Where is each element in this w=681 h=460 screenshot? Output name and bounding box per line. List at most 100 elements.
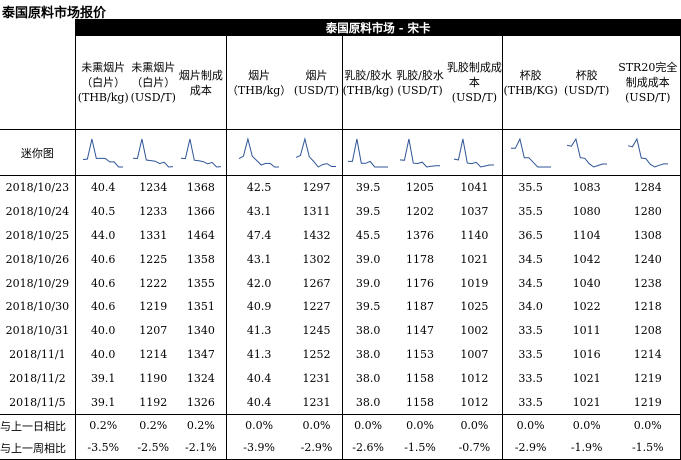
sparkline-line	[348, 138, 389, 167]
cell-value: 1245	[302, 324, 331, 338]
column-header: 乳胶/胶水(USD/T)	[396, 68, 444, 97]
table-row: 2018/10/30 40.6 1219 1351 40.9 1227 39.5 1187 10…	[0, 294, 681, 319]
sparkline-cell	[502, 129, 558, 176]
sparkline	[510, 137, 551, 167]
cell-value: 39.0	[341, 271, 394, 295]
cell-value: 1214	[615, 342, 681, 367]
cell-value: 1340	[186, 324, 215, 338]
cell-value: 33.5	[502, 390, 558, 415]
row-date: 2018/10/29	[0, 271, 76, 295]
cell-value: 44.0	[74, 223, 131, 248]
cell-value: 39.1	[74, 366, 131, 391]
column-header: 杯胶(THB/KG)	[502, 36, 558, 130]
cell-value: 1284	[615, 175, 681, 200]
cell-value: 39.5	[341, 294, 394, 319]
change-row: 与上一周相比 -3.5% -2.5% -2.1% -3.9% -2.9% -2.6% -1.5…	[0, 436, 681, 460]
table-row: 2018/10/26 40.6 1225 1358 43.1 1302 39.0 1178 10…	[0, 247, 681, 272]
sparkline-line	[454, 138, 495, 168]
cell-value: 1021	[460, 252, 489, 266]
sparkline-line	[133, 138, 174, 168]
column-header: 未熏烟片（白片）(USD/T)	[130, 61, 176, 104]
cell-value: 33.5	[502, 366, 558, 391]
change-value: 0.2%	[74, 413, 131, 437]
sparkline-cell	[225, 129, 292, 176]
cell-value: 1025	[460, 300, 489, 314]
sparkline	[348, 138, 389, 167]
cell-value: 1083	[572, 181, 601, 195]
row-date: 2018/11/1	[0, 342, 76, 367]
cell-value: 1021	[572, 371, 601, 385]
change-row: 与上一日相比 0.2% 0.2% 0.2% 0.0% 0.0% 0.0% 0.0% 0.0% 0.…	[0, 413, 681, 437]
cell-value: 39.5	[341, 175, 394, 200]
row-date: 2018/10/23	[0, 175, 76, 200]
cell-value: 34.5	[502, 247, 558, 272]
row-date: 2018/10/30	[0, 294, 76, 319]
table-row: 2018/10/29 40.6 1222 1355 42.0 1267 39.0 1176 10…	[0, 271, 681, 295]
sparkline-cell	[393, 129, 447, 176]
cell-value: 40.9	[225, 294, 292, 319]
row-date: 2018/10/31	[0, 318, 76, 343]
sparkline	[296, 136, 337, 168]
sparkline	[180, 138, 221, 168]
row-date: 2018/10/26	[0, 247, 76, 272]
cell-value: 1214	[139, 347, 168, 361]
cell-value: 1351	[186, 300, 215, 314]
sparkline-cell	[615, 129, 681, 176]
cell-value: 42.5	[225, 175, 292, 200]
cell-value: 1037	[460, 205, 489, 219]
cell-value: 41.3	[225, 318, 292, 343]
cell-value: 36.5	[502, 223, 558, 248]
cell-value: 34.5	[502, 271, 558, 295]
cell-value: 40.4	[74, 175, 131, 200]
cell-value: 1347	[186, 347, 215, 361]
table-row: 2018/11/5 39.1 1192 1326 40.4 1231 38.0 1158 101…	[0, 390, 681, 415]
cell-value: 43.1	[225, 199, 292, 224]
sparkline	[399, 138, 441, 168]
cell-value: 1019	[460, 276, 489, 290]
cell-value: 1355	[186, 276, 215, 290]
cell-value: 1080	[572, 205, 601, 219]
page-title: 泰国原料市场报价	[2, 6, 107, 21]
cell-value: 1207	[139, 324, 168, 338]
cell-value: 1240	[615, 247, 681, 272]
sparkline-line	[627, 137, 668, 168]
column-header: 未熏烟片（白片）(THB/kg)	[74, 36, 131, 130]
cell-value: 1192	[139, 395, 168, 409]
change-label: 与上一周相比	[0, 436, 76, 460]
column-header: 烟片（THB/kg）	[225, 36, 292, 130]
cell-value: 1358	[186, 252, 215, 266]
cell-value: 47.4	[225, 223, 292, 248]
cell-value: 1158	[406, 395, 435, 409]
cell-value: 40.4	[225, 366, 292, 391]
sparkline	[238, 136, 280, 167]
cell-value: 1190	[139, 371, 168, 385]
corner-cell	[0, 19, 76, 36]
change-label: 与上一日相比	[0, 413, 76, 437]
cell-value: 1225	[139, 252, 168, 266]
cell-value: 1233	[139, 205, 168, 219]
cell-value: 38.0	[341, 366, 394, 391]
sparkline-line	[399, 138, 441, 168]
change-value: 0.0%	[615, 413, 681, 437]
cell-value: 1311	[302, 205, 331, 219]
sparkline	[83, 138, 124, 167]
cell-value: 1208	[615, 318, 681, 343]
cell-value: 40.5	[74, 199, 131, 224]
cell-value: 1219	[615, 366, 681, 391]
cell-value: 1368	[186, 181, 215, 195]
cell-value: 1040	[572, 276, 601, 290]
sparkline	[627, 137, 668, 168]
column-header: STR20完全制成成本(USD/T)	[615, 36, 681, 130]
cell-value: 38.0	[341, 318, 394, 343]
change-value: 0.2%	[175, 413, 227, 437]
table-row: 2018/10/24 40.5 1233 1366 43.1 1311 39.5 1202 10…	[0, 199, 681, 224]
column-header: 烟片(USD/T)	[293, 68, 340, 97]
sparkline-cell	[130, 129, 176, 176]
change-value: 0.0%	[446, 413, 503, 437]
cell-value: 1222	[139, 276, 168, 290]
sparkline-line	[566, 137, 607, 168]
sparkline	[133, 138, 174, 168]
cell-value: 1326	[186, 395, 215, 409]
cell-value: 41.3	[225, 342, 292, 367]
cell-value: 1176	[406, 276, 435, 290]
